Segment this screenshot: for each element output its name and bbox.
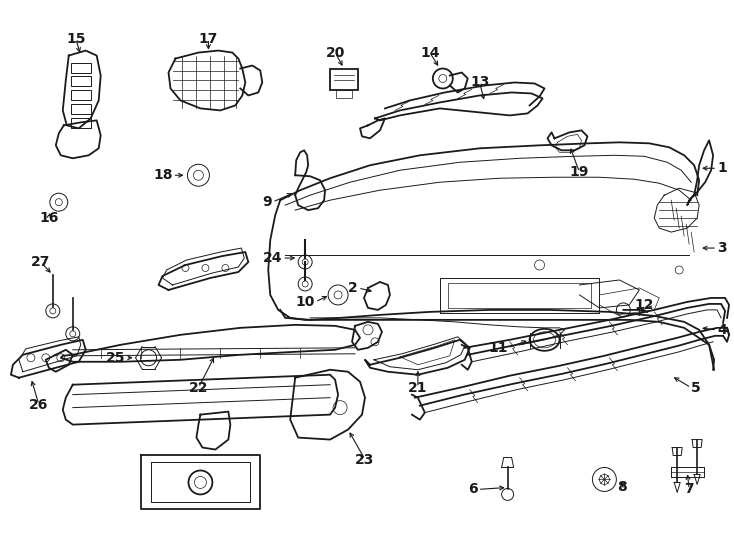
- Bar: [330, 69, 358, 91]
- Text: 6: 6: [468, 482, 478, 496]
- Text: 16: 16: [39, 211, 59, 225]
- Text: 15: 15: [66, 32, 85, 45]
- Text: 8: 8: [617, 481, 628, 495]
- Bar: [70, 118, 91, 129]
- Bar: [440, 278, 600, 313]
- Text: 5: 5: [691, 381, 701, 395]
- Text: 21: 21: [408, 381, 428, 395]
- Text: 20: 20: [325, 45, 345, 59]
- Text: 1: 1: [717, 161, 727, 176]
- Bar: [70, 77, 91, 86]
- Text: 9: 9: [263, 195, 272, 209]
- Text: 18: 18: [153, 168, 172, 182]
- Text: 13: 13: [470, 76, 490, 90]
- Bar: [70, 104, 91, 114]
- Bar: [70, 63, 91, 72]
- Text: 7: 7: [684, 482, 694, 496]
- Bar: [336, 91, 352, 98]
- Text: 22: 22: [189, 381, 208, 395]
- Text: 27: 27: [31, 255, 51, 269]
- Text: 4: 4: [717, 323, 727, 337]
- Text: 2: 2: [348, 281, 358, 295]
- Text: 12: 12: [635, 298, 654, 312]
- Text: 23: 23: [355, 453, 374, 467]
- Text: 10: 10: [296, 295, 315, 309]
- Text: 19: 19: [570, 165, 589, 179]
- Text: 17: 17: [199, 32, 218, 45]
- Bar: [448, 283, 592, 308]
- Text: 14: 14: [420, 45, 440, 59]
- Text: 25: 25: [106, 351, 126, 365]
- Bar: [70, 91, 91, 100]
- Text: 24: 24: [263, 251, 282, 265]
- Text: 3: 3: [717, 241, 727, 255]
- Text: 26: 26: [29, 397, 48, 411]
- Text: 11: 11: [488, 341, 508, 355]
